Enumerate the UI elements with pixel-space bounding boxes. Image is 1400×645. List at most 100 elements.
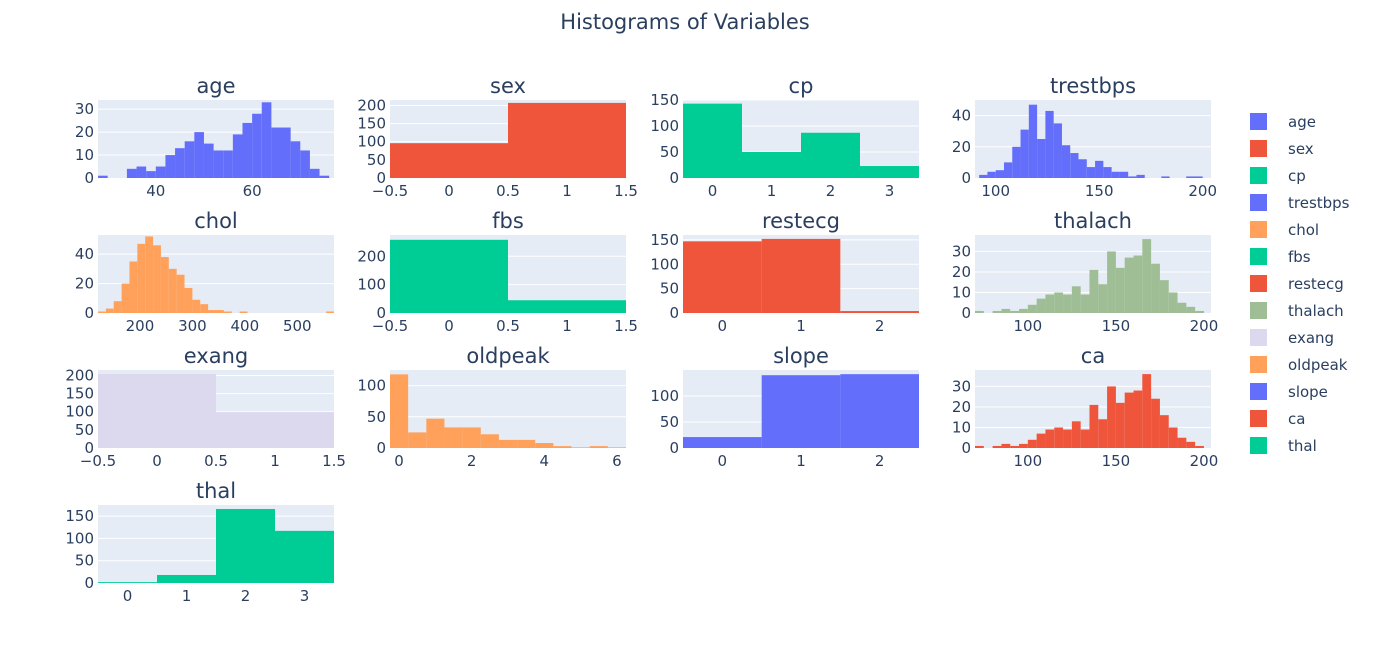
legend-item-ca[interactable]: ca bbox=[1250, 410, 1305, 428]
x-tick-label: 0 bbox=[123, 587, 133, 605]
histogram-bar bbox=[105, 308, 114, 313]
histogram-bar bbox=[589, 446, 608, 448]
legend-item-fbs[interactable]: fbs bbox=[1250, 248, 1311, 266]
histogram-bar bbox=[98, 175, 108, 178]
x-tick-label: 2 bbox=[241, 587, 251, 605]
legend-swatch bbox=[1250, 221, 1267, 238]
x-tick-label: 0.5 bbox=[204, 452, 228, 470]
y-tick-label: 20 bbox=[952, 398, 971, 416]
histogram-bar bbox=[1036, 433, 1046, 448]
legend-item-slope[interactable]: slope bbox=[1250, 383, 1328, 401]
legend-item-cp[interactable]: cp bbox=[1250, 167, 1306, 185]
legend-label: thal bbox=[1288, 437, 1317, 455]
x-tick-label: −0.5 bbox=[80, 452, 116, 470]
histogram-bar bbox=[261, 102, 272, 178]
histogram-bar bbox=[1195, 445, 1204, 448]
x-tick-label: 0 bbox=[718, 452, 728, 470]
histogram-bar bbox=[408, 432, 427, 448]
legend-item-restecg[interactable]: restecg bbox=[1250, 275, 1344, 293]
y-tick-label: 100 bbox=[650, 387, 679, 405]
histogram-bar bbox=[1054, 427, 1064, 448]
histogram-bar bbox=[1136, 174, 1145, 178]
histogram-bar bbox=[275, 530, 334, 583]
legend-item-trestbps[interactable]: trestbps bbox=[1250, 194, 1350, 212]
histogram-bar bbox=[426, 418, 445, 448]
histogram-bar bbox=[1019, 443, 1028, 448]
x-tick-label: 6 bbox=[612, 452, 622, 470]
histogram-bar bbox=[553, 446, 572, 448]
histogram-bar bbox=[281, 127, 291, 178]
subplot-title: chol bbox=[194, 209, 238, 233]
histogram-bar bbox=[975, 445, 984, 448]
x-tick-label: 0 bbox=[152, 452, 162, 470]
subplot-title: age bbox=[196, 74, 235, 98]
y-tick-label: 10 bbox=[952, 418, 971, 436]
y-tick-label: 20 bbox=[75, 275, 94, 293]
histogram-bar bbox=[840, 374, 919, 448]
histogram-bar bbox=[129, 261, 138, 313]
histogram-bar bbox=[145, 236, 154, 313]
subplot-title: cp bbox=[789, 74, 814, 98]
histogram-bar bbox=[1103, 167, 1112, 178]
histogram-bar bbox=[146, 171, 156, 178]
x-tick-label: 2 bbox=[467, 452, 477, 470]
y-tick-label: 0 bbox=[376, 304, 386, 322]
bars-age bbox=[98, 102, 330, 178]
subplot-thalach: 0 10 20 30 100 150 200 thalach bbox=[952, 209, 1218, 335]
y-tick-label: 50 bbox=[367, 151, 386, 169]
histogram-bar bbox=[216, 310, 224, 313]
x-tick-label: 2 bbox=[875, 452, 885, 470]
histogram-bar bbox=[239, 311, 248, 313]
histogram-bar bbox=[1128, 176, 1137, 178]
histogram-bar bbox=[480, 434, 499, 448]
histogram-bar bbox=[1010, 310, 1020, 313]
histogram-bar bbox=[153, 245, 161, 313]
x-tick-label: 300 bbox=[178, 317, 207, 335]
histogram-bar bbox=[1036, 298, 1046, 313]
histogram-bar bbox=[242, 122, 253, 178]
histogram-bar bbox=[319, 175, 330, 178]
histogram-bar bbox=[1070, 153, 1079, 178]
legend-label: fbs bbox=[1288, 248, 1311, 266]
legend-item-sex[interactable]: sex bbox=[1250, 140, 1314, 158]
histogram-bar bbox=[326, 311, 334, 313]
histogram-bar bbox=[1177, 302, 1187, 313]
y-tick-label: 100 bbox=[650, 255, 679, 273]
y-tick-label: 150 bbox=[650, 231, 679, 249]
legend-item-exang[interactable]: exang bbox=[1250, 329, 1334, 347]
x-tick-label: 150 bbox=[1085, 182, 1114, 200]
histogram-bar bbox=[98, 582, 157, 583]
bars-fbs bbox=[390, 239, 626, 313]
histogram-bar bbox=[1095, 160, 1104, 178]
histogram-bar bbox=[184, 141, 195, 178]
legend-item-thal[interactable]: thal bbox=[1250, 437, 1317, 455]
histogram-bar bbox=[1089, 404, 1099, 448]
histogram-bar bbox=[1053, 123, 1062, 178]
legend-item-age[interactable]: age bbox=[1250, 113, 1316, 131]
histogram-bar bbox=[1063, 294, 1072, 313]
histogram-bar bbox=[1010, 445, 1020, 448]
x-tick-label: 200 bbox=[1190, 317, 1219, 335]
subplot-title: fbs bbox=[492, 209, 524, 233]
histogram-bar bbox=[1186, 441, 1196, 448]
legend-item-oldpeak[interactable]: oldpeak bbox=[1250, 356, 1348, 374]
legend-item-chol[interactable]: chol bbox=[1250, 221, 1319, 239]
histogram-bar bbox=[761, 375, 841, 448]
histogram-bar bbox=[840, 311, 919, 313]
legend-label: oldpeak bbox=[1288, 356, 1348, 374]
legend-item-thalach[interactable]: thalach bbox=[1250, 302, 1344, 320]
histogram-bar bbox=[607, 447, 626, 448]
histogram-bar bbox=[1168, 427, 1178, 448]
bars-thalach bbox=[975, 239, 1204, 313]
x-tick-label: 200 bbox=[1188, 182, 1217, 200]
x-tick-label: 3 bbox=[885, 182, 895, 200]
histogram-bar bbox=[223, 150, 233, 178]
histogram-bar bbox=[290, 141, 301, 178]
histogram-bar bbox=[1177, 437, 1187, 448]
x-tick-label: 2 bbox=[826, 182, 836, 200]
histogram-bar bbox=[184, 287, 193, 313]
histogram-bar bbox=[1151, 398, 1160, 448]
histogram-bar bbox=[508, 300, 626, 313]
legend-swatch bbox=[1250, 329, 1267, 346]
